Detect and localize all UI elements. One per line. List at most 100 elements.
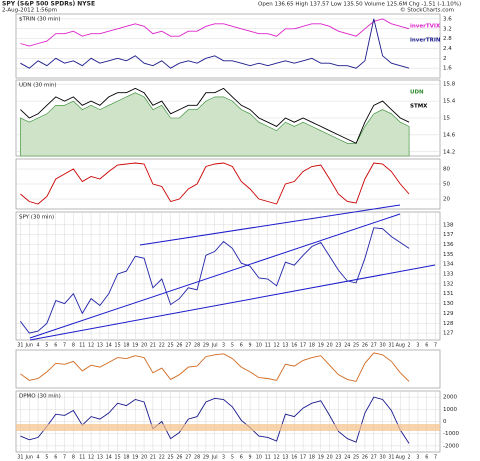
- x-tick-label: 13: [282, 343, 288, 349]
- x-tick-label: 26: [362, 343, 368, 349]
- series-line: [20, 18, 410, 47]
- y-tick-label: -2000: [443, 443, 459, 449]
- x-tick-label: 2: [408, 343, 411, 349]
- legend-entry: inverTRIN: [410, 38, 441, 44]
- x-tick-label: 7: [63, 343, 66, 349]
- panel-title: UDN (30 min): [19, 83, 57, 89]
- y-tick-label: 2.8: [443, 36, 452, 42]
- x-tick-label: 3: [222, 343, 225, 349]
- x-tick-label: 5: [231, 343, 234, 349]
- x-tick-label: 8: [72, 343, 75, 349]
- trend-line: [29, 264, 436, 341]
- x-tick-label: 26: [176, 455, 182, 461]
- x-tick-label: 12: [88, 343, 94, 349]
- x-tick-label: Jun: [25, 343, 34, 349]
- y-tick-label: 14.6: [443, 132, 456, 138]
- y-tick-label: 129: [443, 311, 454, 317]
- panel-title: SPY (30 min): [19, 215, 54, 221]
- panel-title: DPMO (30 min): [19, 394, 61, 400]
- x-tick-label: Jun: [25, 455, 34, 461]
- x-tick-label: 18: [309, 343, 315, 349]
- x-tick-label: 22: [159, 343, 165, 349]
- x-tick-label: 4: [37, 343, 40, 349]
- band: [16, 424, 440, 431]
- x-tick-label: 30: [380, 455, 386, 461]
- x-tick-label: 19: [132, 455, 138, 461]
- x-tick-label: 20: [327, 343, 333, 349]
- y-tick-label: 130: [443, 301, 454, 307]
- x-tick-label: 4: [37, 455, 40, 461]
- x-tick-label: 16: [291, 455, 297, 461]
- y-tick-label: 50: [443, 182, 450, 188]
- x-tick-label: 26: [176, 343, 182, 349]
- x-tick-label: 22: [159, 455, 165, 461]
- x-tick-label: 31: [17, 455, 23, 461]
- series-line: [20, 352, 410, 382]
- y-tick-label: 1000: [443, 407, 457, 413]
- x-tick-label: Jul: [211, 455, 218, 461]
- x-tick-label: 27: [185, 455, 191, 461]
- legend-entry: STMX: [410, 104, 428, 110]
- series-line: [20, 162, 410, 205]
- x-tick-label: 24: [344, 455, 350, 461]
- x-tick-label: 12: [274, 343, 280, 349]
- trend-line: [29, 213, 401, 339]
- x-tick-label: 24: [344, 343, 350, 349]
- series-line: [20, 227, 410, 334]
- x-tick-label: 20: [141, 455, 147, 461]
- x-tick-label: 7: [63, 455, 66, 461]
- x-tick-label: 10: [256, 455, 262, 461]
- y-tick-label: 15.4: [443, 99, 456, 105]
- y-tick-label: -1000: [443, 431, 459, 437]
- x-tick-label: 6: [425, 343, 428, 349]
- x-tick-label: 11: [265, 343, 271, 349]
- y-tick-label: 133: [443, 272, 454, 278]
- x-tick-label: 9: [249, 343, 252, 349]
- x-tick-label: 11: [265, 455, 271, 461]
- y-tick-label: 136: [443, 242, 454, 248]
- x-tick-label: 28: [194, 455, 200, 461]
- x-tick-label: 29: [203, 455, 209, 461]
- x-tick-label: 15: [115, 343, 121, 349]
- x-tick-label: 27: [371, 455, 377, 461]
- x-tick-label: 3: [416, 343, 419, 349]
- x-tick-label: 21: [150, 343, 156, 349]
- x-tick-label: Jul: [211, 343, 218, 349]
- x-tick-label: 20: [327, 455, 333, 461]
- y-tick-label: 80: [443, 167, 450, 173]
- x-tick-label: 18: [123, 455, 129, 461]
- y-tick-label: 128: [443, 321, 454, 327]
- quote: Open 136.65 High 137.57 Low 135.50 Volum…: [258, 2, 461, 8]
- y-tick-label: 3.6: [443, 16, 452, 22]
- y-tick-label: 2: [443, 56, 447, 62]
- x-tick-label: 17: [300, 455, 306, 461]
- x-tick-label: 27: [371, 343, 377, 349]
- x-tick-label: 15: [115, 455, 121, 461]
- x-tick-label: 2: [408, 455, 411, 461]
- y-tick-label: 138: [443, 222, 454, 228]
- panel-title: $TRIN (30 min): [19, 17, 61, 23]
- x-tick-label: 3: [416, 455, 419, 461]
- y-tick-label: 14.2: [443, 149, 455, 155]
- series-line: [20, 396, 410, 444]
- y-tick-label: 131: [443, 291, 454, 297]
- x-tick-label: 25: [353, 343, 359, 349]
- x-tick-label: 25: [353, 455, 359, 461]
- x-tick-label: 12: [88, 455, 94, 461]
- x-tick-label: 29: [203, 343, 209, 349]
- y-tick-label: 2.4: [443, 46, 452, 52]
- y-tick-label: 15.8: [443, 82, 456, 88]
- y-tick-label: 1.6: [443, 66, 452, 72]
- x-tick-label: 8: [72, 455, 75, 461]
- x-tick-label: 13: [282, 455, 288, 461]
- x-tick-label: 13: [97, 343, 103, 349]
- x-tick-label: 6: [240, 343, 243, 349]
- x-tick-label: 6: [240, 455, 243, 461]
- x-tick-label: 17: [300, 343, 306, 349]
- credit: © StockCharts.com: [400, 7, 454, 14]
- x-tick-label: 25: [168, 343, 174, 349]
- trend-line: [139, 204, 401, 246]
- y-tick-label: 20: [443, 197, 450, 203]
- x-tick-label: 27: [185, 343, 191, 349]
- y-tick-label: 2000: [443, 395, 457, 401]
